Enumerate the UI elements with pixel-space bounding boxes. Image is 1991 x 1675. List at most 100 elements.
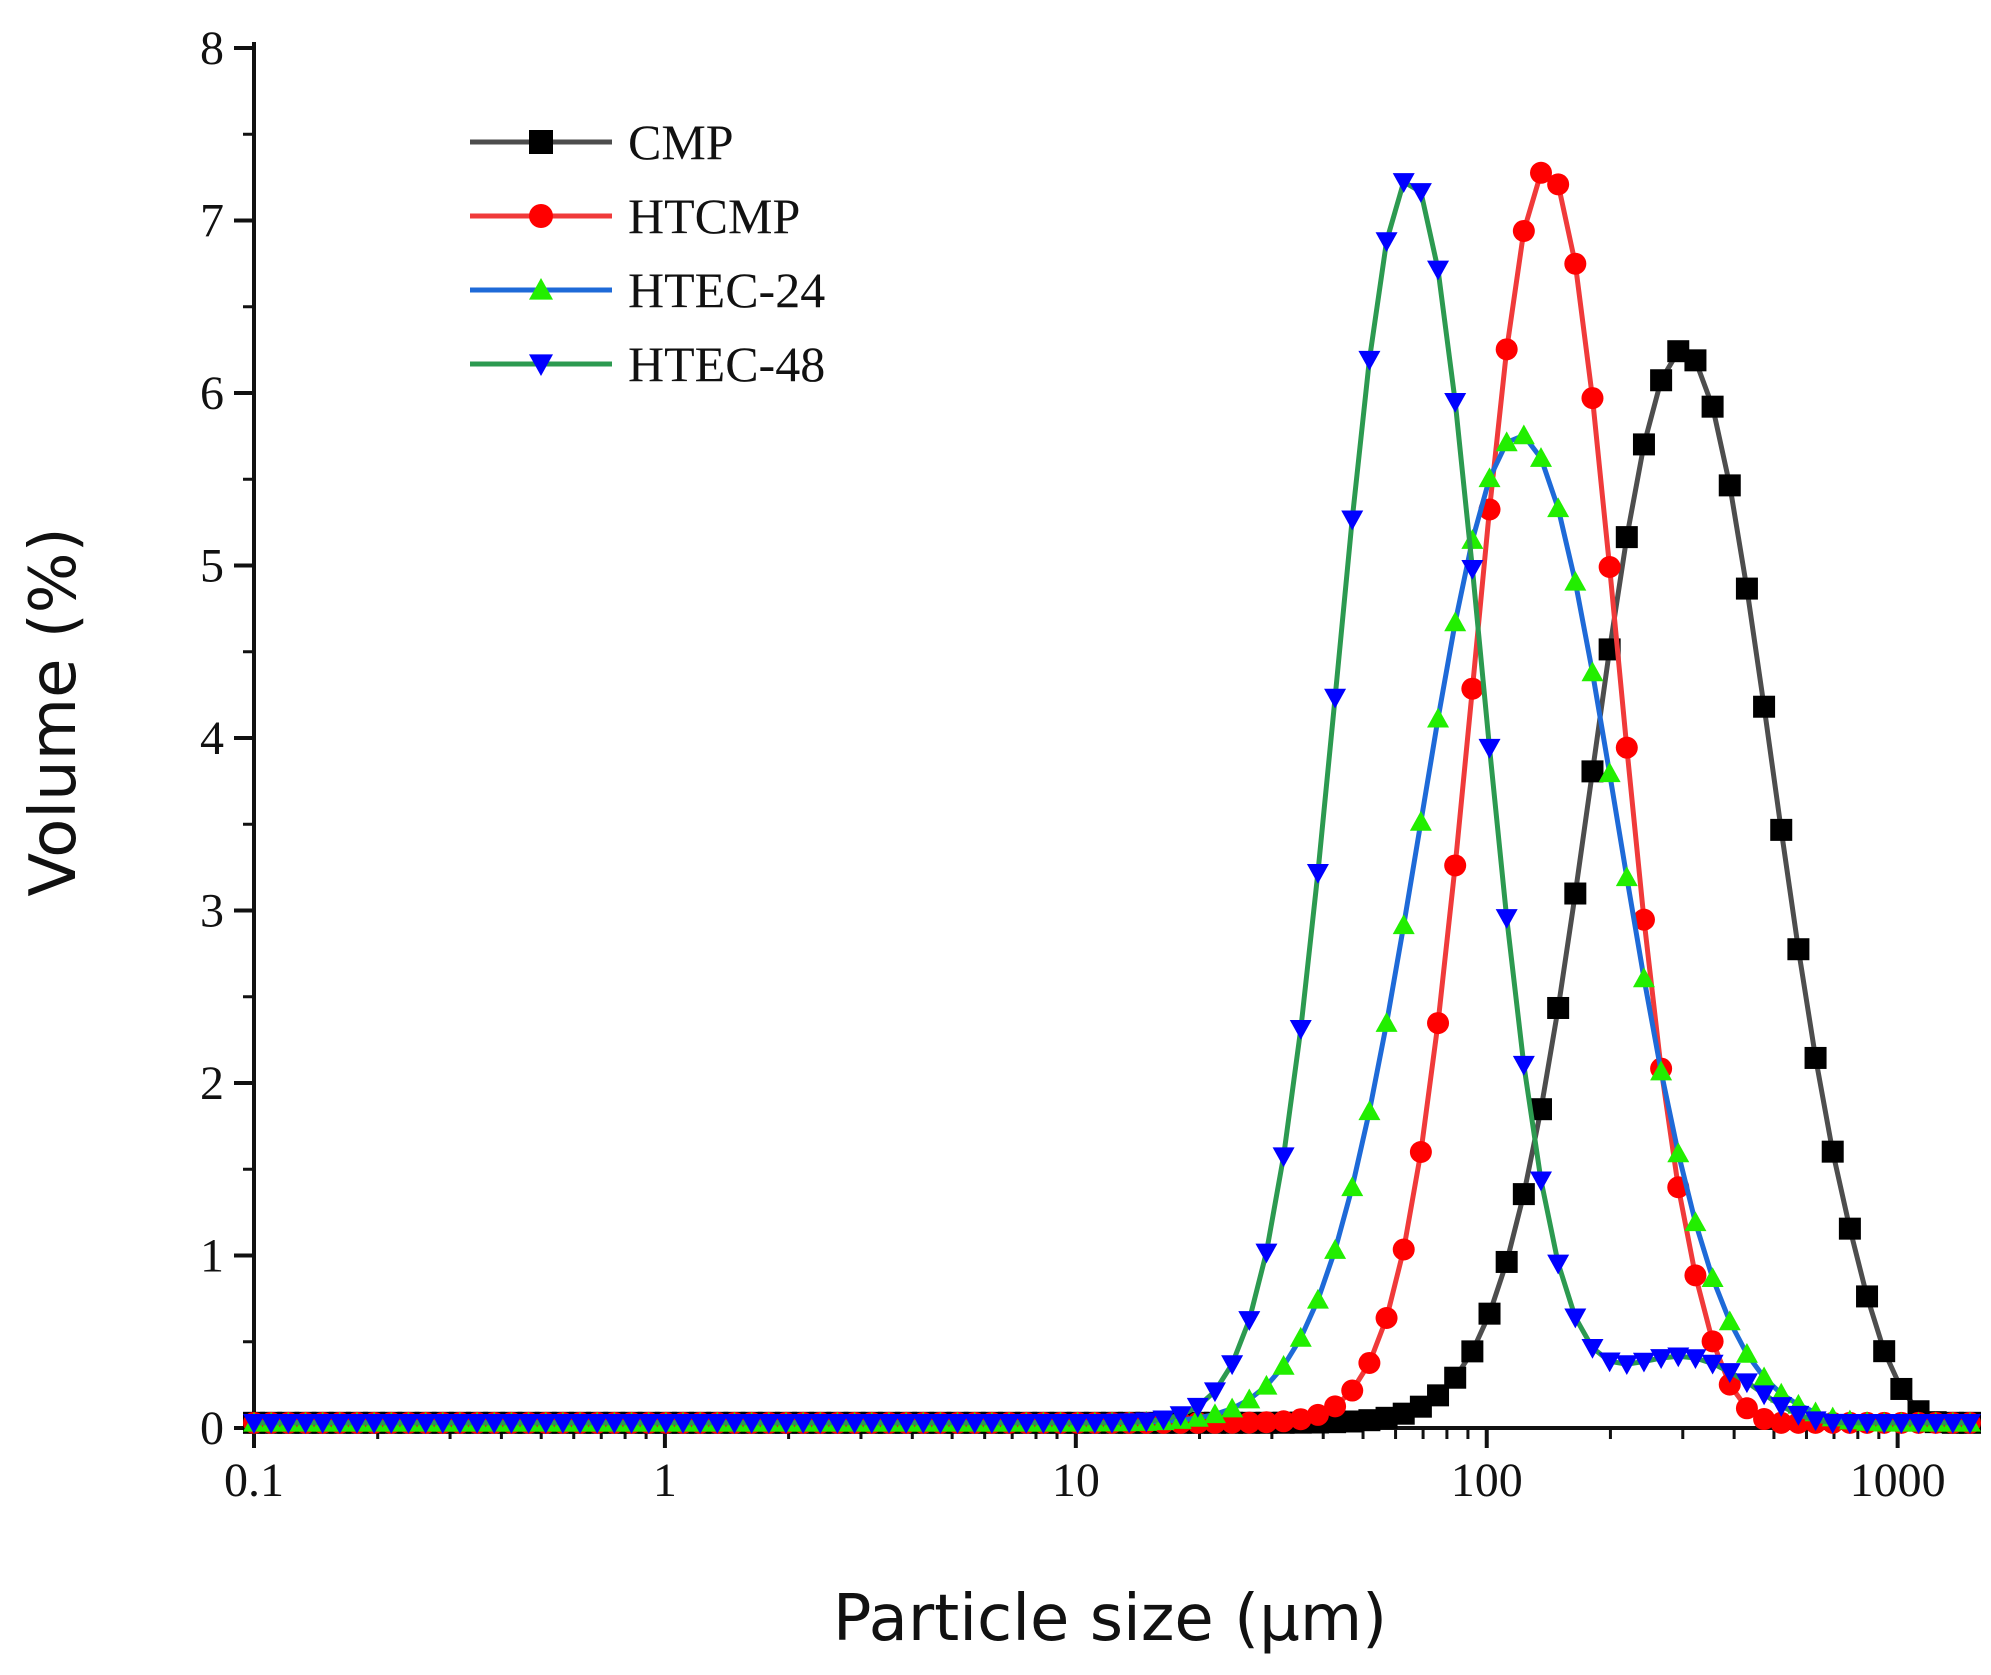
data-point: [1409, 1140, 1432, 1163]
data-point: [1478, 1302, 1501, 1325]
data-point: [654, 1414, 677, 1434]
data-point: [1564, 882, 1587, 905]
series-line: [254, 179, 1970, 1426]
data-point: [1667, 1142, 1690, 1163]
data-point: [1101, 1413, 1123, 1434]
data-point: [243, 1414, 265, 1434]
data-point: [1650, 1060, 1673, 1081]
data-point: [792, 1414, 815, 1434]
data-point: [1856, 1414, 1879, 1434]
data-point: [1530, 1098, 1552, 1121]
data-point: [1444, 392, 1467, 413]
data-point: [1598, 556, 1621, 579]
data-point: [1375, 1012, 1398, 1032]
data-point: [517, 1414, 540, 1434]
data-point: [1581, 661, 1604, 682]
data-point: [826, 1414, 849, 1434]
data-point: [1427, 707, 1450, 728]
x-tick-label: 10: [1052, 1454, 1100, 1507]
data-point: [277, 1414, 300, 1434]
data-point: [1632, 433, 1655, 456]
data-point: [1341, 1176, 1364, 1197]
data-point: [1341, 510, 1364, 531]
data-point: [1632, 967, 1655, 988]
data-point: [1306, 863, 1329, 884]
data-point: [1203, 1403, 1226, 1424]
data-point: [1495, 1250, 1518, 1273]
data-point: [397, 1414, 420, 1434]
data-point: [1581, 760, 1604, 783]
data-point: [620, 1414, 643, 1434]
data-point: [774, 1414, 797, 1434]
data-point: [534, 1414, 557, 1434]
data-point: [1409, 183, 1432, 203]
data-point: [328, 1414, 351, 1434]
data-point: [1152, 1410, 1175, 1431]
plot-area: [243, 161, 1981, 1434]
x-axis-title: Particle size (μm): [833, 1582, 1387, 1656]
series-line: [254, 348, 1970, 1426]
data-point: [1547, 996, 1570, 1019]
data-point: [963, 1414, 986, 1434]
data-point: [1873, 1340, 1896, 1363]
data-point: [1941, 1414, 1964, 1434]
data-point: [1238, 1411, 1261, 1434]
data-point: [1444, 611, 1467, 632]
legend-label: HTEC-48: [628, 336, 825, 392]
data-point: [1444, 854, 1467, 877]
data-point: [1392, 1238, 1415, 1261]
data-point: [1324, 1239, 1347, 1259]
data-point: [1598, 762, 1621, 783]
data-point: [1787, 938, 1810, 961]
data-point: [1478, 467, 1501, 488]
series-htec-48: [243, 173, 1981, 1434]
data-point: [586, 1414, 609, 1434]
data-point: [1598, 1352, 1621, 1373]
data-point: [1409, 810, 1432, 831]
data-point: [569, 1414, 592, 1434]
data-point: [1753, 695, 1776, 718]
series-htec-24: [243, 424, 1981, 1432]
data-point: [1753, 1385, 1776, 1406]
data-point: [1118, 1413, 1141, 1434]
data-point: [1221, 1355, 1244, 1376]
x-tick-label: 1000: [1850, 1454, 1946, 1507]
data-point: [448, 1414, 471, 1434]
data-point: [1581, 1338, 1604, 1359]
data-point: [706, 1414, 729, 1434]
data-point: [1718, 1373, 1741, 1396]
data-point: [1461, 560, 1484, 580]
data-point: [345, 1414, 368, 1434]
data-point: [843, 1414, 866, 1434]
data-point: [1684, 1264, 1707, 1287]
data-point: [1375, 1307, 1398, 1330]
data-point: [1255, 1243, 1278, 1264]
data-point: [895, 1414, 918, 1434]
x-tick-label: 1: [653, 1454, 677, 1507]
data-point: [1512, 1055, 1535, 1076]
data-point: [1083, 1413, 1106, 1434]
data-point: [1221, 1397, 1244, 1418]
data-point: [1495, 431, 1518, 452]
data-point: [637, 1414, 660, 1434]
data-point: [1718, 1363, 1741, 1383]
y-tick-label: 1: [200, 1230, 224, 1283]
data-point: [1358, 1409, 1381, 1432]
data-point: [1564, 1308, 1587, 1329]
data-point: [1650, 369, 1673, 392]
legend: CMP HTCMP HTEC-24 HTEC-48: [470, 114, 825, 392]
data-point: [1735, 1397, 1758, 1420]
data-point: [980, 1414, 1003, 1434]
data-point: [998, 1414, 1021, 1434]
data-point: [1461, 529, 1484, 549]
data-point: [1427, 1384, 1450, 1407]
data-point: [1701, 395, 1724, 418]
data-point: [1392, 914, 1415, 935]
data-point: [1306, 1403, 1329, 1426]
data-point: [929, 1414, 952, 1434]
data-point: [672, 1414, 694, 1434]
y-tick-label: 2: [200, 1057, 224, 1110]
data-point: [740, 1414, 763, 1434]
data-point: [1821, 1140, 1844, 1163]
data-point: [1701, 1354, 1724, 1375]
